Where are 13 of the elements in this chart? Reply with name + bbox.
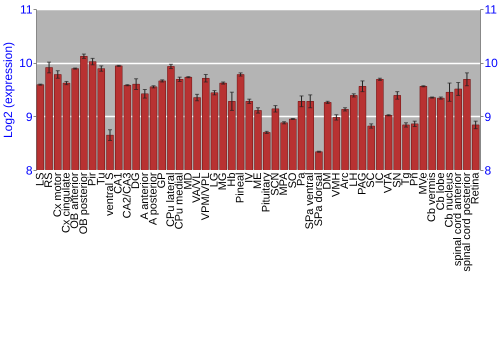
y-tick-label: 11	[20, 2, 33, 16]
y2-tick-label: 11	[484, 2, 498, 16]
x-tick-label: A posterior	[148, 172, 160, 226]
y2-tick-label: 10	[484, 56, 498, 70]
x-tick-label: Tg	[400, 172, 412, 186]
y-tick-label: 8	[26, 164, 33, 178]
y-axis-title: Log2 (expression)	[1, 42, 16, 138]
x-tick-label: OB posterior	[78, 172, 90, 234]
y2-tick-label: 9	[484, 110, 492, 124]
x-tick-label: RS	[43, 172, 56, 188]
y2-tick-label: 8	[484, 164, 492, 178]
y-tick-label: 10	[19, 56, 33, 70]
y-tick-label: 9	[26, 110, 33, 124]
